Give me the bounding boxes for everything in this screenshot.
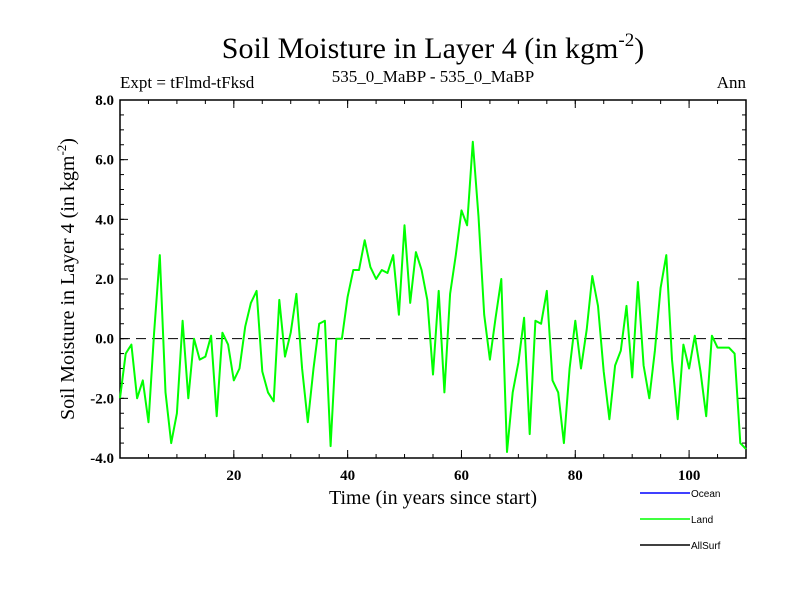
- x-tick-label: 80: [568, 468, 583, 484]
- y-axis-label-end: ): [57, 138, 79, 145]
- chart-title-superscript: -2: [618, 30, 634, 51]
- x-axis-ticks: 20 40 60 80 100: [147, 100, 719, 484]
- y-tick-label: -2.0: [90, 391, 114, 407]
- y-axis-label: Soil Moisture in Layer 4 (in kgm-2): [54, 138, 79, 420]
- legend-label-land: Land: [691, 515, 713, 526]
- y-axis-ticks: -4.0 -2.0 0.0 2.0 4.0 6.0 8.0: [90, 93, 746, 467]
- season-label: Ann: [717, 73, 747, 92]
- x-tick-label: 100: [678, 468, 701, 484]
- legend-label-ocean: Ocean: [691, 489, 720, 500]
- run-label: 535_0_MaBP - 535_0_MaBP: [332, 67, 534, 86]
- y-tick-label: 4.0: [95, 212, 114, 228]
- y-tick-label: -4.0: [90, 451, 114, 467]
- experiment-label: Expt = tFlmd-tFksd: [120, 73, 255, 92]
- y-axis-label-main: Soil Moisture in Layer 4 (in kgm: [57, 155, 79, 420]
- y-tick-label: 6.0: [95, 153, 114, 169]
- series-line-land: [119, 140, 747, 453]
- x-tick-label: 60: [454, 468, 469, 484]
- x-tick-label: 40: [340, 468, 355, 484]
- chart-title-main: Soil Moisture in Layer 4 (in kgm: [222, 32, 619, 65]
- legend-label-allsurf: AllSurf: [691, 541, 721, 552]
- y-axis-label-superscript: -2: [54, 145, 69, 156]
- series-group: [119, 140, 747, 453]
- chart-title-end: ): [634, 32, 644, 65]
- x-axis-label: Time (in years since start): [329, 487, 537, 509]
- y-tick-label: 2.0: [95, 272, 114, 288]
- y-tick-label: 0.0: [95, 332, 114, 348]
- plot-frame: [119, 99, 747, 459]
- y-tick-label: 8.0: [95, 93, 114, 109]
- legend: Ocean Land AllSurf: [640, 489, 721, 552]
- x-tick-label: 20: [226, 468, 241, 484]
- chart-title: Soil Moisture in Layer 4 (in kgm-2): [222, 30, 644, 65]
